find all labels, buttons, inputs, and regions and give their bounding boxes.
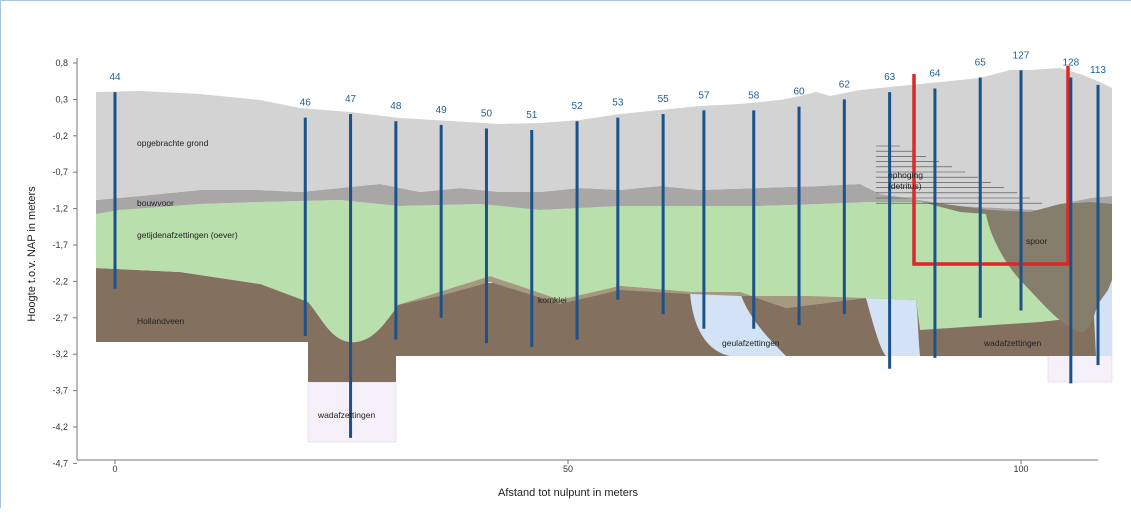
borehole-label: 113 xyxy=(1090,65,1106,76)
borehole-label: 128 xyxy=(1062,58,1079,69)
borehole-label: 60 xyxy=(793,87,805,98)
x-tick-label: 100 xyxy=(1013,464,1028,474)
borehole-label: 47 xyxy=(345,94,357,105)
y-tick-label: 0,3 xyxy=(55,94,68,104)
boreholes: 44 46 47 48 49 50 51 52 53 55 57 58 60 62 63 64 65 127 128… xyxy=(109,50,1106,438)
y-tick-label: -4,7 xyxy=(52,458,68,468)
label-geulafzettingen: geulafzettingen xyxy=(722,338,780,348)
label-getijdenafzettingen: getijdenafzettingen (oever) xyxy=(137,230,238,240)
x-ticks: 0 50 100 xyxy=(112,460,1029,474)
label-hollandveen: Hollandveen xyxy=(137,316,185,326)
y-ticks: 0,8 0,3 -0,2 -0,7 -1,2 -1,7 -2,2 -2,7 -3,2 -3,7 -4… xyxy=(52,58,77,468)
borehole-label: 62 xyxy=(839,79,851,90)
y-tick-label: -0,2 xyxy=(52,131,68,141)
label-wadafzettingen-right: wadafzettingen xyxy=(983,338,1041,348)
borehole-label: 48 xyxy=(390,101,402,112)
unit-geul-middle xyxy=(690,292,786,356)
borehole-label: 64 xyxy=(929,68,941,79)
borehole-label: 51 xyxy=(526,110,538,121)
label-komklei: komklei xyxy=(538,295,567,305)
y-tick-label: -1,2 xyxy=(52,204,68,214)
y-tick-label: -2,2 xyxy=(52,276,68,286)
label-opgebrachte-grond: opgebrachte grond xyxy=(137,138,209,148)
label-bouwvoor: bouwvoor xyxy=(137,198,174,208)
unit-spoor xyxy=(922,202,1112,333)
x-tick-label: 0 xyxy=(112,464,117,474)
borehole-label: 52 xyxy=(571,101,583,112)
label-detritus: (detritus) xyxy=(888,181,922,191)
label-ophoging: ophoging xyxy=(888,170,923,180)
unit-geul-right xyxy=(866,298,920,356)
frame-border-left xyxy=(0,0,1,508)
borehole-label: 63 xyxy=(884,72,896,83)
x-axis-title: Afstand tot nulpunt in meters xyxy=(498,487,639,499)
borehole-label: 55 xyxy=(658,94,670,105)
frame-border-top xyxy=(0,0,1131,1)
y-tick-label: -4,2 xyxy=(52,422,68,432)
unit-opgebrachte-grond xyxy=(96,68,1112,210)
y-tick-label: -3,7 xyxy=(52,386,68,396)
feature-outline xyxy=(912,66,1070,266)
y-tick-label: -3,2 xyxy=(52,349,68,359)
y-axis-title: Hoogte t.o.v. NAP in meters xyxy=(26,186,38,322)
y-tick-label: 0,8 xyxy=(55,58,68,68)
borehole-label: 53 xyxy=(612,98,624,109)
borehole-label: 44 xyxy=(109,72,121,83)
label-wadafzettingen-left: wadafzettingen xyxy=(317,410,375,420)
x-tick-label: 50 xyxy=(563,464,573,474)
borehole-label: 49 xyxy=(436,105,448,116)
borehole-label: 65 xyxy=(975,58,987,69)
borehole-label: 58 xyxy=(748,90,760,101)
label-spoor: spoor xyxy=(1026,236,1047,246)
borehole-label: 46 xyxy=(300,98,312,109)
y-tick-label: -0,7 xyxy=(52,167,68,177)
borehole-label: 57 xyxy=(698,90,710,101)
borehole-label: 127 xyxy=(1013,50,1030,61)
y-tick-label: -1,7 xyxy=(52,240,68,250)
borehole-label: 50 xyxy=(481,109,493,120)
y-tick-label: -2,7 xyxy=(52,313,68,323)
